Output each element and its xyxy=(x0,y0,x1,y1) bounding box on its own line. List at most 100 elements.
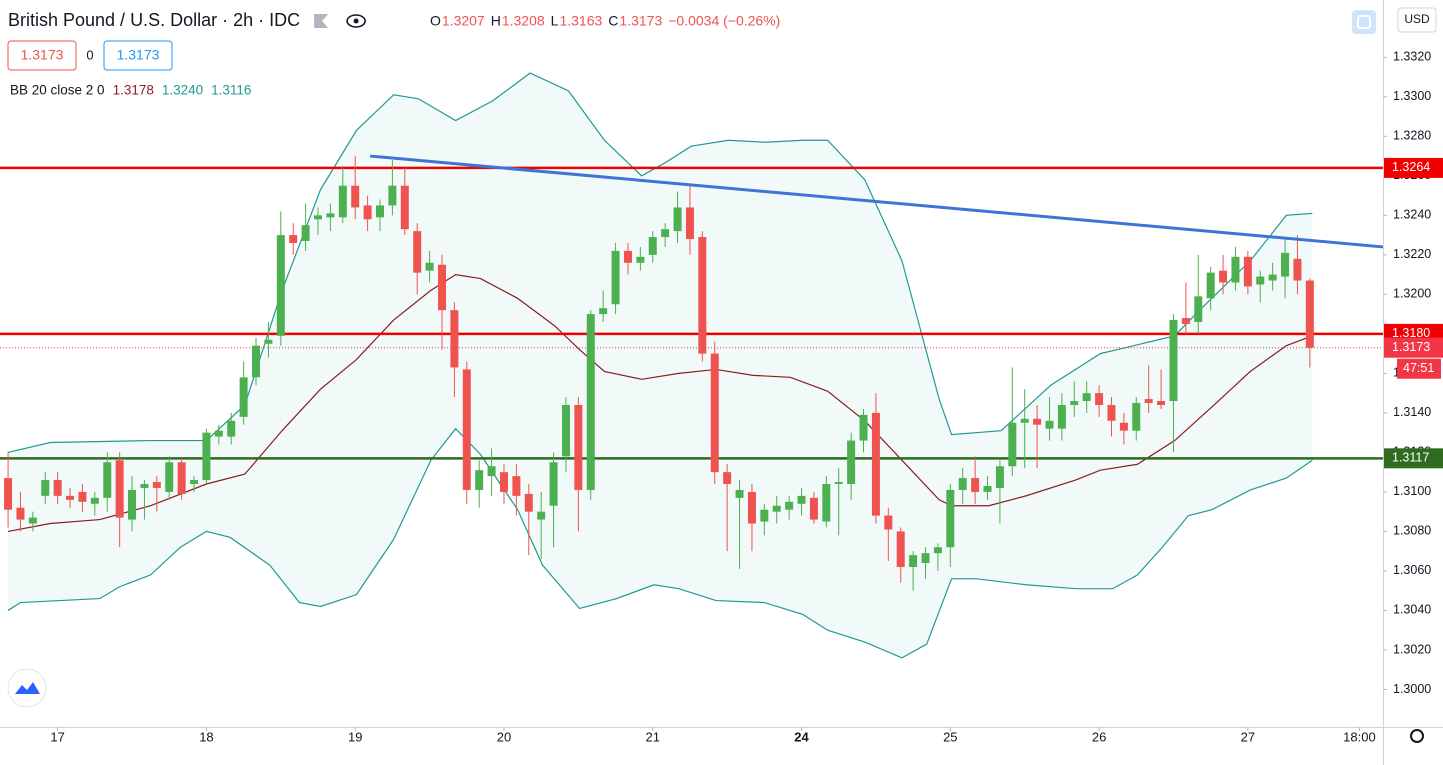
candle-body xyxy=(450,310,459,368)
candle-body xyxy=(1119,422,1128,431)
indicator-name: BB 20 close 2 0 xyxy=(10,83,105,98)
candle-body xyxy=(425,262,434,271)
ask-box[interactable] xyxy=(103,40,173,71)
candle-body xyxy=(363,205,372,220)
candle-body xyxy=(921,553,930,564)
ohlc-value: 1.3163 xyxy=(559,13,602,29)
y-tick-label: 1.3300 xyxy=(1393,89,1431,103)
bid-box[interactable] xyxy=(7,40,77,71)
time-axis xyxy=(0,727,1383,765)
countdown: 47:51 xyxy=(1403,361,1434,375)
candle-body xyxy=(28,517,37,524)
candle-body xyxy=(202,432,211,481)
countdown-box xyxy=(1397,358,1441,379)
y-tick-label: 1.3020 xyxy=(1393,642,1431,656)
candle-body xyxy=(586,314,595,490)
candle-body xyxy=(1144,399,1153,404)
ohlc-key: L xyxy=(551,13,559,29)
level-label-box xyxy=(1384,157,1443,178)
settings-icon[interactable] xyxy=(1410,729,1424,743)
candle-body xyxy=(760,509,769,522)
y-tick-label: 1.3140 xyxy=(1393,405,1431,419)
price-axis xyxy=(1383,0,1443,765)
candle-body xyxy=(834,482,843,485)
x-tick-label: 25 xyxy=(943,729,957,744)
candle-body xyxy=(78,491,87,502)
candle-body xyxy=(1033,418,1042,425)
candle-body xyxy=(326,213,335,218)
candle-body xyxy=(16,507,25,520)
candle-body xyxy=(549,462,558,506)
ohlc-key: O xyxy=(430,13,441,29)
level-label: 1.3117 xyxy=(1392,451,1429,465)
currency-box[interactable] xyxy=(1397,7,1437,33)
candle-body xyxy=(1268,274,1277,281)
y-tick-label: 1.3060 xyxy=(1393,563,1431,577)
candle-body xyxy=(41,480,50,496)
candle-body xyxy=(1045,420,1054,429)
candle-body xyxy=(946,489,955,548)
y-tick-label: 1.3200 xyxy=(1393,287,1431,301)
logo xyxy=(7,668,47,708)
candle-body xyxy=(1243,256,1252,287)
currency[interactable]: USD xyxy=(1404,12,1430,26)
eye-icon[interactable] xyxy=(346,14,366,28)
candle-body xyxy=(983,485,992,492)
candle-body xyxy=(1082,393,1091,402)
x-tick-label: 18:00 xyxy=(1343,729,1376,744)
change: −0.0034 (−0.26%) xyxy=(668,13,780,29)
candle-body xyxy=(1219,270,1228,283)
candle-body xyxy=(574,404,583,490)
candle-body xyxy=(561,404,570,457)
candle-body xyxy=(437,264,446,311)
bid[interactable]: 1.3173 xyxy=(21,47,64,63)
candle-body xyxy=(648,237,657,255)
candle-body xyxy=(747,491,756,524)
candle-body xyxy=(152,482,161,488)
layout-icon[interactable] xyxy=(1352,10,1376,34)
candle-body xyxy=(809,497,818,520)
candle-body xyxy=(252,345,261,378)
candle-body xyxy=(115,460,124,518)
header-bg xyxy=(0,4,437,38)
last-price-label-box xyxy=(1384,337,1443,358)
indicator-lower: 1.3116 xyxy=(211,83,251,98)
band-line xyxy=(7,427,1313,659)
candle-body xyxy=(884,515,893,530)
candle-body xyxy=(1293,258,1302,281)
candle-body xyxy=(537,511,546,520)
candle-body xyxy=(1095,393,1104,405)
y-tick-label: 1.3220 xyxy=(1393,247,1431,261)
candle-body xyxy=(710,353,719,473)
candle-body xyxy=(636,256,645,263)
candle-body xyxy=(871,412,880,516)
y-tick-label: 1.3040 xyxy=(1393,603,1431,617)
candle-body xyxy=(66,495,75,500)
x-tick-label: 17 xyxy=(50,729,64,744)
candle-body xyxy=(351,185,360,208)
candle-body xyxy=(177,462,186,494)
candle-body xyxy=(1070,401,1079,405)
candle-body xyxy=(4,478,13,510)
candle-body xyxy=(214,430,223,437)
candle-body xyxy=(661,229,670,238)
candle-body xyxy=(512,476,521,496)
candle-body xyxy=(1057,404,1066,429)
level-label-box xyxy=(1384,448,1443,469)
candle-body xyxy=(524,493,533,512)
ask[interactable]: 1.3173 xyxy=(117,47,160,63)
y-tick-label: 1.3080 xyxy=(1393,524,1431,538)
candle-body xyxy=(1157,401,1166,405)
y-tick-label: 1.3100 xyxy=(1393,484,1431,498)
candle-body xyxy=(611,250,620,305)
level-label: 1.3180 xyxy=(1392,326,1430,340)
candle-body xyxy=(1107,404,1116,421)
candle-body xyxy=(859,414,868,441)
candle-body xyxy=(785,501,794,510)
candle-body xyxy=(847,440,856,485)
indicator-upper: 1.3240 xyxy=(162,83,203,98)
candle-body xyxy=(1281,252,1290,277)
candle-body xyxy=(995,466,1004,488)
plot-area xyxy=(0,72,1384,659)
